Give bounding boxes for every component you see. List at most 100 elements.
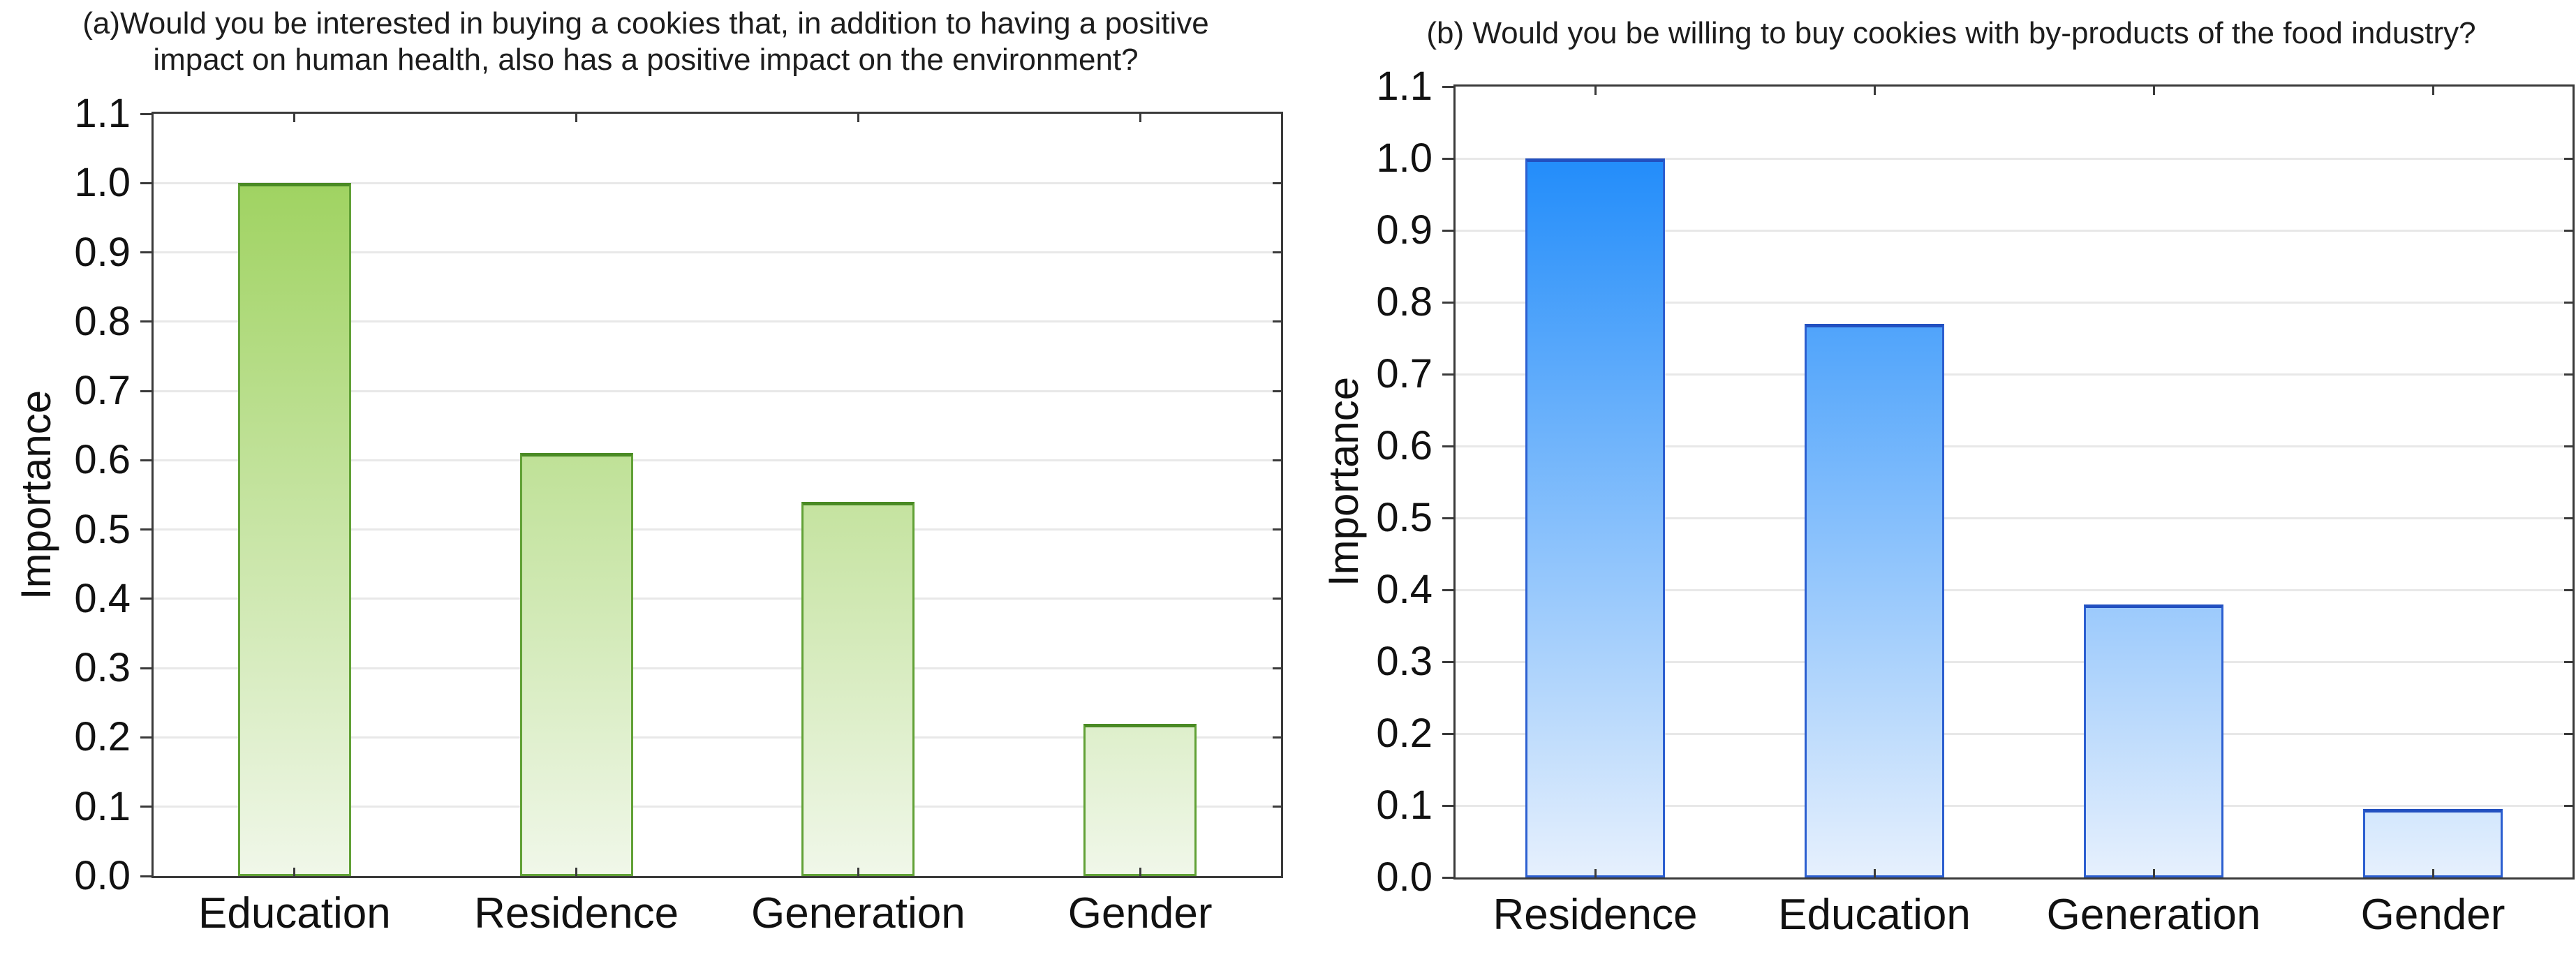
gridline-0.2 <box>154 736 1281 739</box>
y-tick-label-1.0: 1.0 <box>1376 135 1433 181</box>
y-tick-label-0.2: 0.2 <box>74 714 131 760</box>
y-tick-label-0.4: 0.4 <box>1376 567 1433 612</box>
y-tick-label-0.1: 0.1 <box>1376 782 1433 828</box>
panel-a-y-axis-label: Importance <box>13 390 59 600</box>
y-tick-0.0 <box>140 875 151 877</box>
gridline-0.6 <box>1456 445 2573 447</box>
y-tick-0.7 <box>140 390 151 392</box>
panel-b-plot-area <box>1453 84 2575 880</box>
y-minor-tick-right-0.2 <box>2564 732 2573 735</box>
y-tick-0.1 <box>140 806 151 808</box>
y-minor-tick-right-0.9 <box>2564 229 2573 232</box>
y-minor-tick-right-1.0 <box>2564 157 2573 160</box>
y-tick-0.4 <box>1442 588 1453 591</box>
y-minor-tick-right-0.2 <box>1273 736 1281 739</box>
panel-a: (a)Would you be interested in buying a c… <box>13 6 1283 937</box>
y-tick-0.9 <box>140 251 151 254</box>
gridline-0.4 <box>154 598 1281 600</box>
y-tick-0.6 <box>1442 445 1453 447</box>
bar-residence <box>1525 158 1665 877</box>
y-tick-0.7 <box>1442 373 1453 376</box>
panel-b-y-axis-label: Importance <box>1320 376 1367 587</box>
y-minor-tick-right-0.6 <box>1273 459 1281 461</box>
y-tick-label-0.9: 0.9 <box>74 229 131 275</box>
y-tick-label-0.6: 0.6 <box>74 437 131 483</box>
y-tick-0.6 <box>140 459 151 461</box>
y-tick-label-0.5: 0.5 <box>1376 495 1433 540</box>
x-category-label-generation: Generation <box>750 889 965 937</box>
x-tick-bottom-residence <box>1594 869 1597 877</box>
x-tick-bottom-gender <box>2431 869 2434 877</box>
gridline-0.5 <box>154 528 1281 531</box>
gridline-1.0 <box>1456 157 2573 160</box>
y-tick-label-0.7: 0.7 <box>74 368 131 414</box>
gridline-0.8 <box>154 320 1281 323</box>
bar-education <box>1805 323 1944 877</box>
y-tick-1.1 <box>140 112 151 115</box>
y-tick-label-1.0: 1.0 <box>74 160 131 206</box>
y-minor-tick-right-0.8 <box>1273 320 1281 323</box>
y-tick-0.0 <box>1442 876 1453 879</box>
y-minor-tick-right-0.4 <box>1273 598 1281 600</box>
x-category-label-education: Education <box>1778 891 1971 939</box>
y-minor-tick-right-0.4 <box>2564 588 2573 591</box>
panel-b: (b) Would you be willing to buy cookies … <box>1288 0 2576 957</box>
panel-a-title: (a)Would you be interested in buying a c… <box>28 6 1264 78</box>
y-tick-0.2 <box>140 736 151 739</box>
gridline-0.4 <box>1456 588 2573 591</box>
y-tick-0.1 <box>1442 804 1453 807</box>
y-minor-tick-right-0.8 <box>2564 301 2573 304</box>
y-tick-0.4 <box>140 598 151 600</box>
y-tick-label-0.7: 0.7 <box>1376 351 1433 396</box>
y-tick-label-0.8: 0.8 <box>1376 279 1433 325</box>
y-minor-tick-right-0.1 <box>2564 804 2573 807</box>
y-tick-1.0 <box>1442 157 1453 160</box>
gridline-0.2 <box>1456 732 2573 735</box>
bar-residence <box>519 453 633 876</box>
y-tick-label-0.2: 0.2 <box>1376 711 1433 756</box>
bar-generation <box>2084 604 2223 877</box>
x-tick-bottom-generation <box>857 868 859 876</box>
gridline-0.1 <box>154 806 1281 808</box>
x-tick-top-generation <box>857 114 859 122</box>
gridline-0.1 <box>1456 804 2573 807</box>
panel-a-title-line2: impact on human health, also has a posit… <box>153 43 1139 77</box>
y-tick-label-0.3: 0.3 <box>1376 639 1433 684</box>
x-tick-top-residence <box>575 114 578 122</box>
y-tick-label-0.0: 0.0 <box>1376 854 1433 900</box>
y-tick-1.1 <box>1442 85 1453 88</box>
gridline-0.6 <box>154 459 1281 461</box>
y-tick-label-0.5: 0.5 <box>74 506 131 552</box>
bar-generation <box>801 501 915 876</box>
x-tick-bottom-gender <box>1139 868 1141 876</box>
y-minor-tick-right-0.5 <box>2564 517 2573 519</box>
gridline-0.3 <box>1456 660 2573 663</box>
x-category-label-education: Education <box>198 889 391 937</box>
y-tick-label-0.6: 0.6 <box>1376 423 1433 468</box>
gridline-1.0 <box>154 181 1281 184</box>
y-tick-0.8 <box>1442 301 1453 304</box>
x-tick-top-generation <box>2152 87 2155 95</box>
x-category-label-gender: Gender <box>2360 891 2505 939</box>
y-tick-0.3 <box>140 667 151 669</box>
x-tick-bottom-residence <box>575 868 578 876</box>
x-tick-bottom-education <box>1873 869 1876 877</box>
x-tick-top-residence <box>1594 87 1597 95</box>
y-tick-1.0 <box>140 181 151 184</box>
y-tick-label-0.3: 0.3 <box>74 645 131 691</box>
x-category-label-gender: Gender <box>1067 889 1213 937</box>
y-tick-0.2 <box>1442 732 1453 735</box>
gridline-0.7 <box>154 390 1281 392</box>
x-tick-top-gender <box>2431 87 2434 95</box>
bar-gender <box>2363 809 2503 877</box>
y-tick-0.9 <box>1442 229 1453 232</box>
y-minor-tick-right-0.7 <box>1273 390 1281 392</box>
x-tick-top-gender <box>1139 114 1141 122</box>
y-tick-label-0.4: 0.4 <box>74 575 131 621</box>
x-category-label-residence: Residence <box>474 889 679 937</box>
panel-b-title: (b) Would you be willing to buy cookies … <box>1344 15 2559 52</box>
y-minor-tick-right-1.0 <box>1273 181 1281 184</box>
y-tick-0.3 <box>1442 660 1453 663</box>
y-tick-label-0.0: 0.0 <box>74 853 131 898</box>
